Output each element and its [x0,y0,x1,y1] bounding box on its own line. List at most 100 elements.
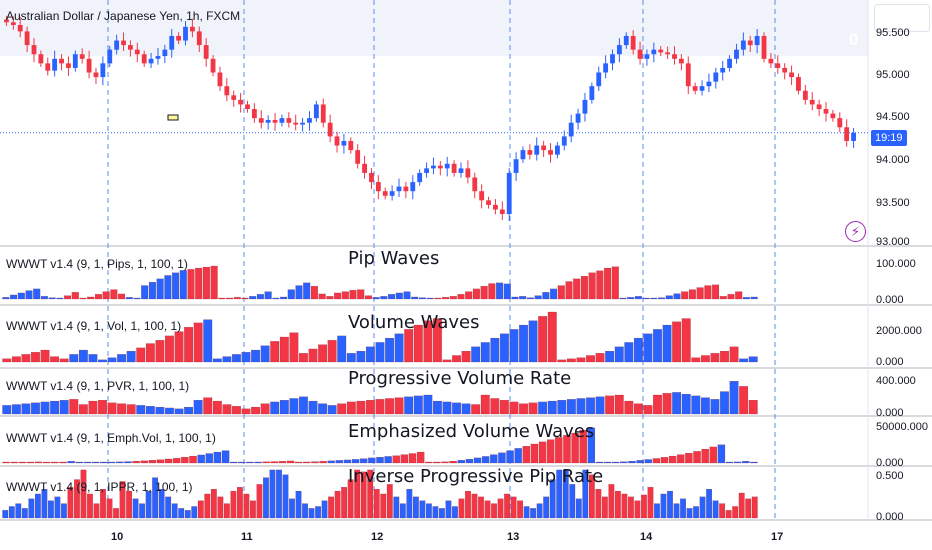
indicator-bar [289,398,299,415]
indicator-bar [567,399,576,415]
candle-body [713,72,719,82]
candle-body [52,58,58,71]
indicator-bar [308,348,318,363]
indicator-bar [205,453,213,464]
indicator-bar [586,355,595,363]
legend-pip-waves: WWWT v1.4 (9, 1, Pips, 1, 100, 1) [6,257,188,271]
indicator-bar [530,508,537,519]
top-right-box[interactable] [874,4,930,32]
indicator-bar [509,401,519,415]
indicator-bar [680,498,686,519]
indicator-bar [404,396,414,415]
indicator-bar [388,294,396,300]
indicator-bar [289,332,299,363]
indicator-bar [587,427,596,464]
indicator-bar [203,319,213,363]
indicator-bar [709,446,717,464]
indicator-bar [279,336,289,363]
indicator-bar [223,503,230,519]
indicator-bar [588,272,596,300]
indicator-bar [667,490,673,519]
candle-body [706,81,712,87]
indicator-bar [308,400,318,415]
indicator-bar [720,351,729,363]
indicator-bar [449,461,457,464]
indicator-bar [34,461,43,464]
overlay-value: 0 [849,30,859,49]
current-price-label: 19:19 [871,130,907,146]
indicator-bar [249,296,257,300]
candle-body [568,122,574,137]
candle-body [238,99,244,105]
symbol-title: Australian Dollar / Japanese Yen, 1h, FX… [6,9,241,23]
indicator-bar [530,443,539,464]
indicator-bar [426,503,432,519]
indicator-bar [164,275,172,300]
candle-body [644,54,650,59]
indicator-bar [349,290,357,300]
indicator-bar [25,290,33,300]
indicator-bar [555,437,563,464]
indicator-bar [514,448,522,464]
indicator-bar [418,297,426,300]
indicator-bar [184,510,191,519]
indicator-bar [480,394,490,415]
indicator-bar [51,461,59,464]
indicator-bar [471,493,478,519]
indicator-bar [406,489,413,519]
candle-body [417,172,423,183]
indicator-bar [403,291,411,300]
indicator-bar [509,329,519,363]
indicator-bar [10,294,18,300]
indicator-bar [351,459,360,464]
indicator-bar [187,269,195,300]
indicator-bar [660,457,669,464]
candle-body [424,168,429,173]
indicator-bar [441,461,449,464]
indicator-bar [672,392,682,415]
indicator-bar [132,498,139,519]
indicator-bar [59,358,69,363]
indicator-bar [634,500,641,519]
indicator-bar [719,296,727,300]
indicator-bar [394,397,404,415]
candle-body [603,63,609,73]
candle-body [437,165,443,169]
indicator-bar [717,444,726,464]
indicator-bar [327,460,335,464]
indicator-bar [178,508,185,519]
indicator-bar [471,404,481,415]
indicator-bar [434,297,442,300]
indicator-bar [385,337,394,363]
candle-body [300,122,305,125]
candle-body [816,104,822,110]
indicator-bar [310,286,318,300]
indicator-bar [79,297,87,300]
indicator-bar [321,500,328,519]
indicator-bar [286,460,295,464]
indicator-bar [241,297,249,300]
indicator-bar [439,508,445,519]
indicator-bar [341,487,348,519]
indicator-bar [490,398,500,415]
indicator-bar [250,500,256,519]
candle-body [837,118,843,128]
indicator-bar [102,291,110,300]
candle-body [245,104,250,110]
indicator-bar [212,358,222,363]
indicator-bar [164,458,173,464]
indicator-bar [106,498,113,519]
indicator-bar [282,474,289,519]
candle-body [472,177,478,192]
indicator-bar [110,289,118,300]
candle-body [623,35,629,46]
indicator-bar [117,354,127,363]
indicator-bar [612,461,620,464]
indicator-bar [681,318,691,363]
indicator-bar [98,400,107,415]
indicator-bar [642,297,650,300]
candle-body [396,186,402,192]
lightning-icon[interactable]: ⚡ [845,221,866,242]
indicator-bar [126,404,136,415]
